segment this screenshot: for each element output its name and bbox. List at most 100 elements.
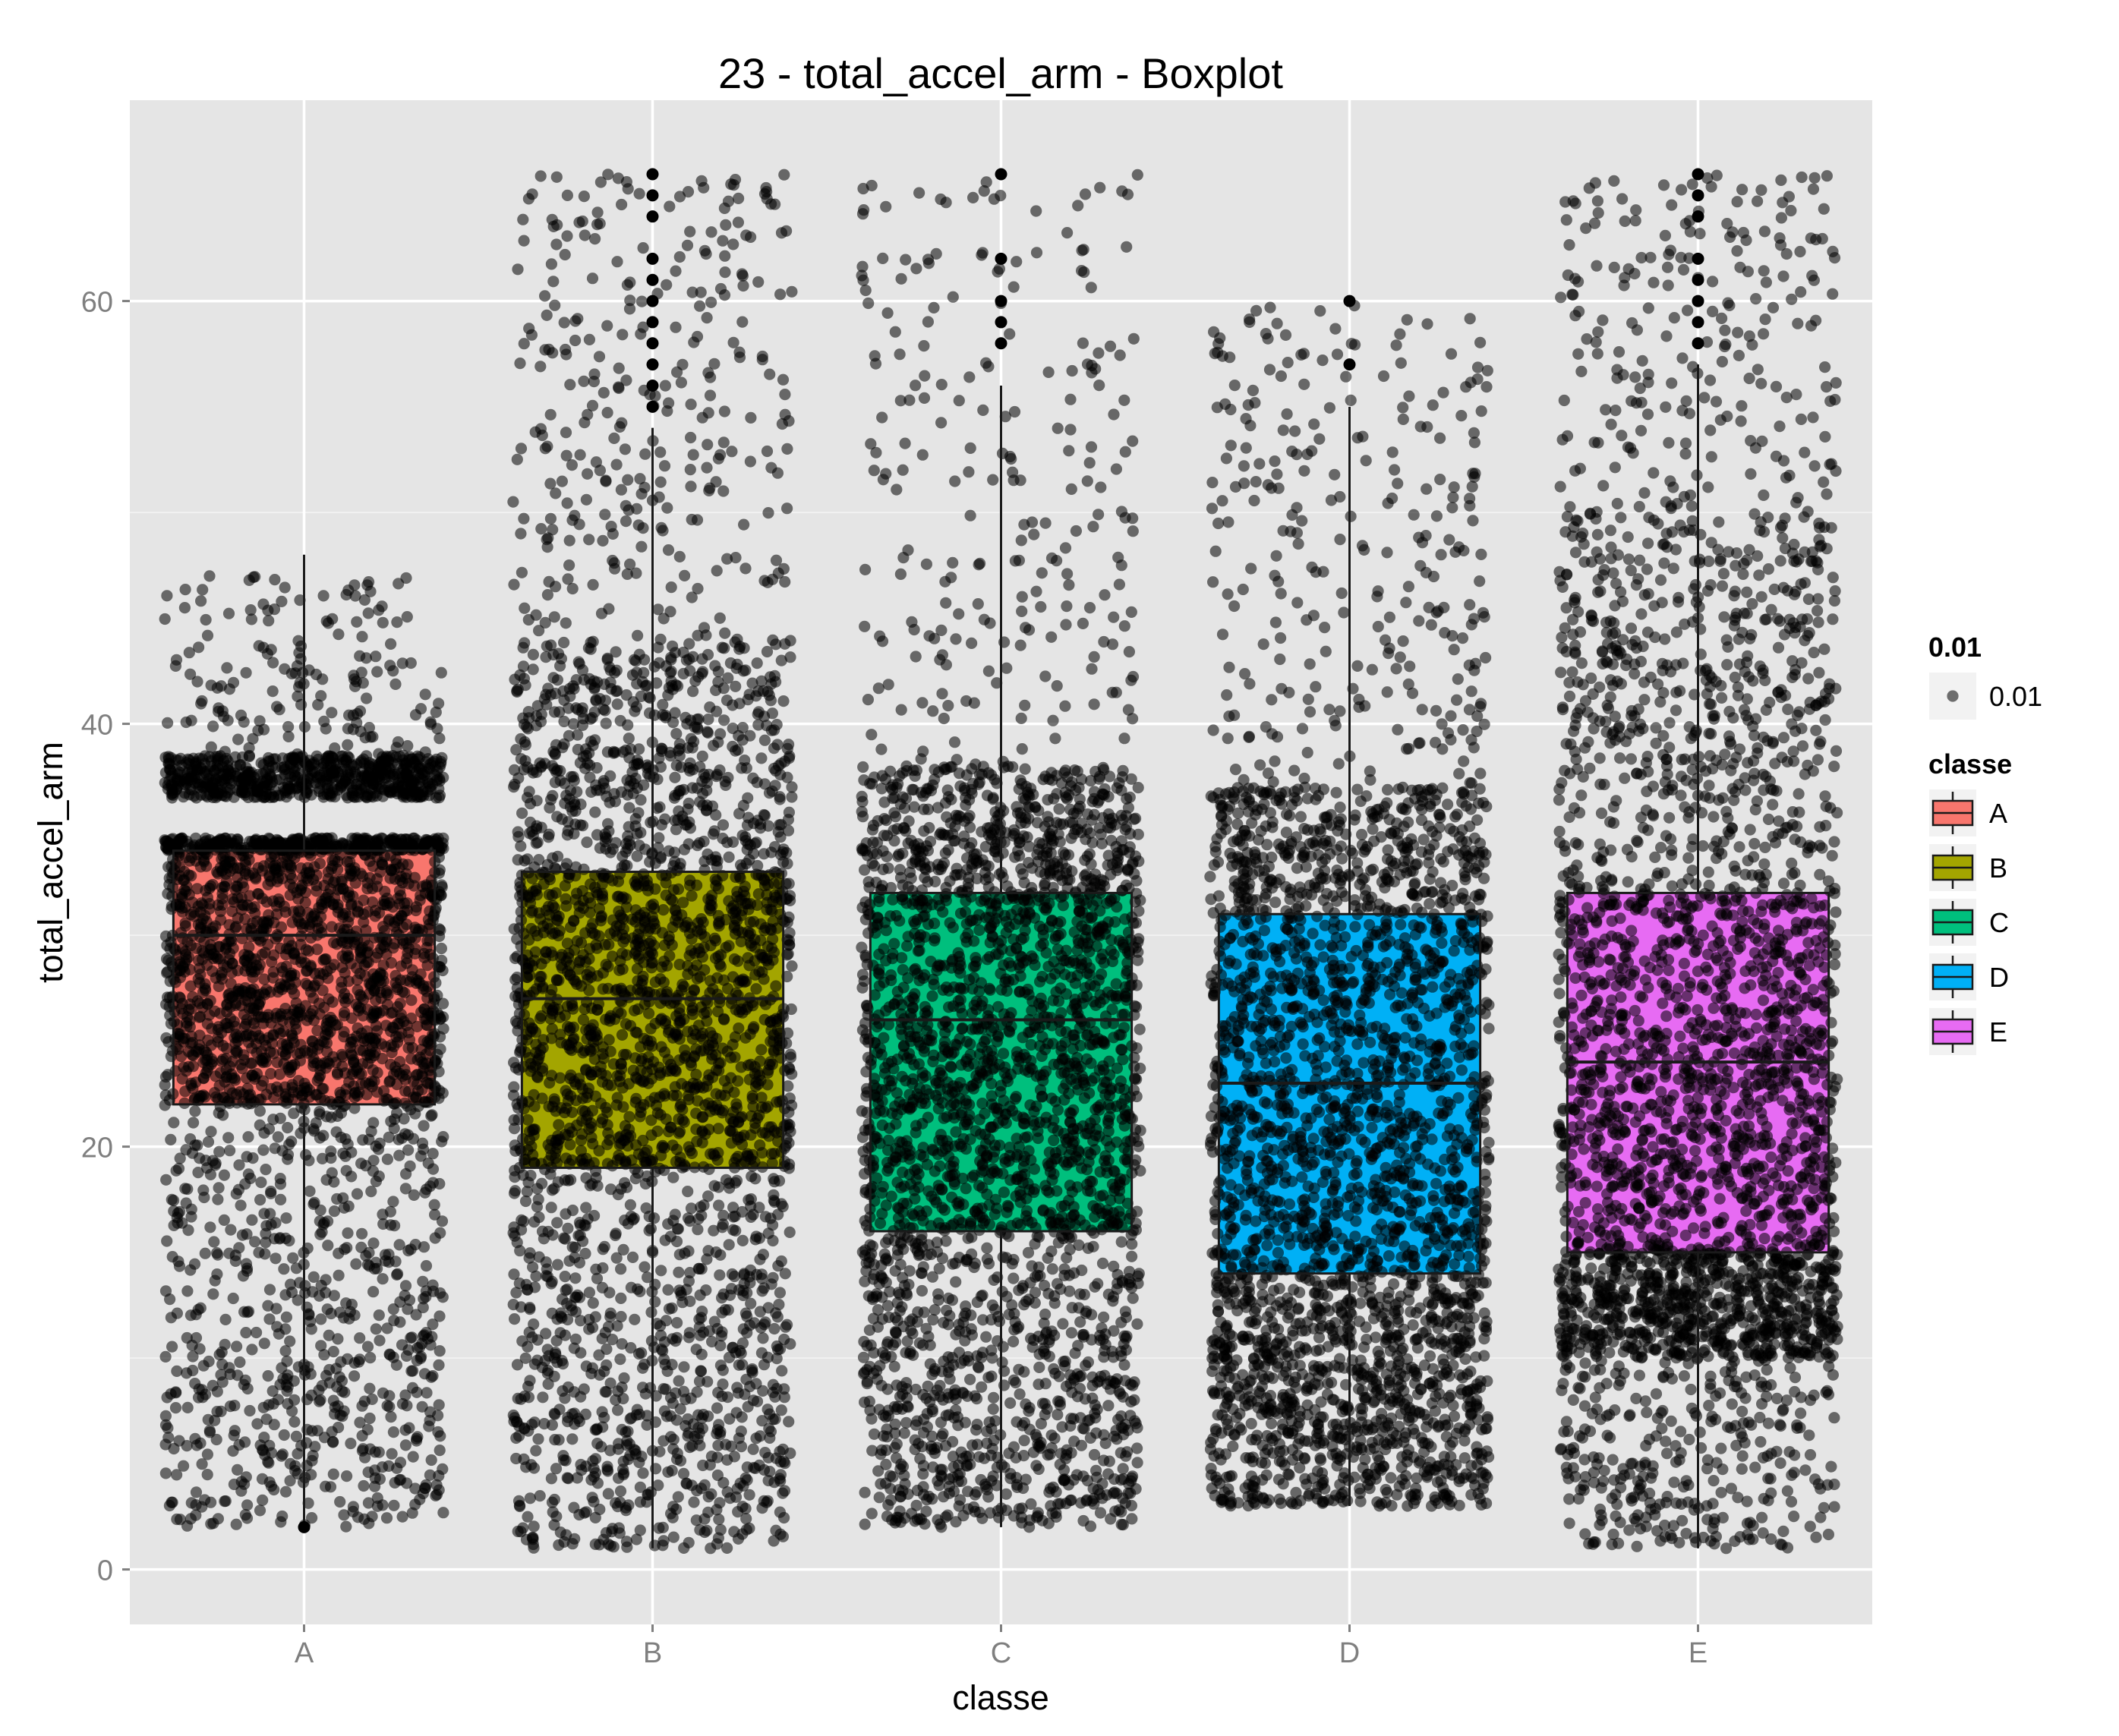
jitter-point [390, 1359, 403, 1371]
jitter-point [642, 1271, 654, 1284]
jitter-point [192, 1167, 204, 1179]
jitter-point [305, 1389, 317, 1401]
jitter-point [672, 1491, 684, 1503]
jitter-point [692, 1262, 705, 1274]
jitter-point [190, 1309, 202, 1321]
jitter-point [278, 1263, 290, 1275]
jitter-point [406, 1382, 419, 1394]
jitter-point [694, 1523, 706, 1536]
jitter-point [393, 1239, 405, 1251]
jitter-point [267, 1114, 279, 1126]
jitter-point [326, 767, 338, 779]
jitter-point [314, 1106, 326, 1118]
jitter-point [328, 1290, 340, 1302]
jitter-point [717, 1288, 730, 1300]
jitter-point [187, 1350, 199, 1363]
jitter-point [723, 940, 735, 952]
jitter-point [594, 1369, 606, 1381]
jitter-point [536, 1225, 549, 1237]
jitter-point [633, 1456, 645, 1469]
jitter-point [280, 1311, 292, 1323]
jitter-point [435, 942, 448, 955]
jitter-point [195, 595, 207, 607]
jitter-point [263, 762, 275, 775]
jitter-point [237, 1270, 250, 1282]
jitter-point [741, 1327, 753, 1339]
jitter-point [364, 1352, 377, 1364]
jitter-point [257, 1144, 270, 1156]
jitter-point [235, 1000, 248, 1012]
jitter-point [551, 1217, 563, 1229]
jitter-point [337, 1192, 349, 1204]
jitter-point [330, 1126, 342, 1138]
jitter-point [229, 1400, 241, 1412]
jitter-point [233, 1159, 245, 1171]
jitter-point [396, 877, 408, 889]
jitter-point [732, 1533, 745, 1545]
jitter-point [562, 1473, 575, 1485]
jitter-point [300, 1148, 312, 1161]
jitter-point [411, 1432, 423, 1445]
jitter-point [347, 1054, 360, 1066]
jitter-point [269, 574, 281, 586]
jitter-point [261, 773, 273, 785]
jitter-point [419, 688, 431, 701]
jitter-point [572, 1289, 584, 1301]
jitter-point [272, 1131, 284, 1143]
jitter-point [301, 965, 313, 977]
jitter-point [748, 915, 760, 928]
jitter-point [279, 663, 291, 675]
jitter-point [509, 1313, 521, 1325]
jitter-point [358, 1479, 370, 1492]
jitter-point [229, 1037, 241, 1049]
jitter-point [304, 1185, 316, 1197]
jitter-point [406, 1507, 418, 1519]
jitter-point [340, 1083, 352, 1095]
jitter-point [316, 833, 328, 845]
jitter-point [667, 1531, 680, 1543]
jitter-point [383, 786, 395, 798]
jitter-point [216, 887, 229, 900]
jitter-point [307, 1198, 320, 1210]
jitter-point [778, 1511, 790, 1524]
jitter-point [174, 1152, 186, 1164]
jitter-point [366, 1041, 378, 1053]
jitter-point [521, 1186, 533, 1198]
jitter-point [159, 1467, 172, 1479]
jitter-point [714, 1359, 727, 1372]
jitter-point [323, 1363, 336, 1376]
jitter-point [654, 1320, 667, 1332]
jitter-point [427, 1285, 440, 1297]
jitter-point [683, 1441, 696, 1454]
jitter-point [588, 1209, 601, 1222]
jitter-point [618, 1467, 630, 1479]
jitter-point [383, 1348, 396, 1360]
jitter-point [318, 715, 330, 728]
jitter-point [713, 1514, 725, 1526]
jitter-point [366, 882, 378, 895]
jitter-point [334, 1495, 346, 1508]
jitter-point [399, 1439, 412, 1451]
jitter-point [273, 1233, 285, 1245]
jitter-point [721, 1542, 733, 1554]
jitter-point [683, 1536, 695, 1549]
jitter-point [602, 1465, 614, 1477]
jitter-point [283, 1042, 295, 1054]
jitter-point [339, 953, 352, 965]
jitter-point [348, 670, 360, 682]
jitter-point [783, 1416, 795, 1428]
jitter-point [629, 1313, 641, 1325]
jitter-point [566, 1000, 579, 1012]
jitter-point [549, 1434, 561, 1446]
jitter-point [708, 1315, 721, 1328]
jitter-point [316, 1035, 328, 1048]
jitter-point [191, 1139, 203, 1152]
jitter-point [178, 602, 191, 614]
jitter-point [784, 1226, 796, 1238]
jitter-point [210, 1157, 222, 1170]
jitter-point [180, 1065, 192, 1077]
jitter-point [713, 1199, 725, 1211]
jitter-point [526, 1331, 538, 1344]
jitter-point [301, 1460, 313, 1472]
jitter-point [750, 1432, 762, 1445]
